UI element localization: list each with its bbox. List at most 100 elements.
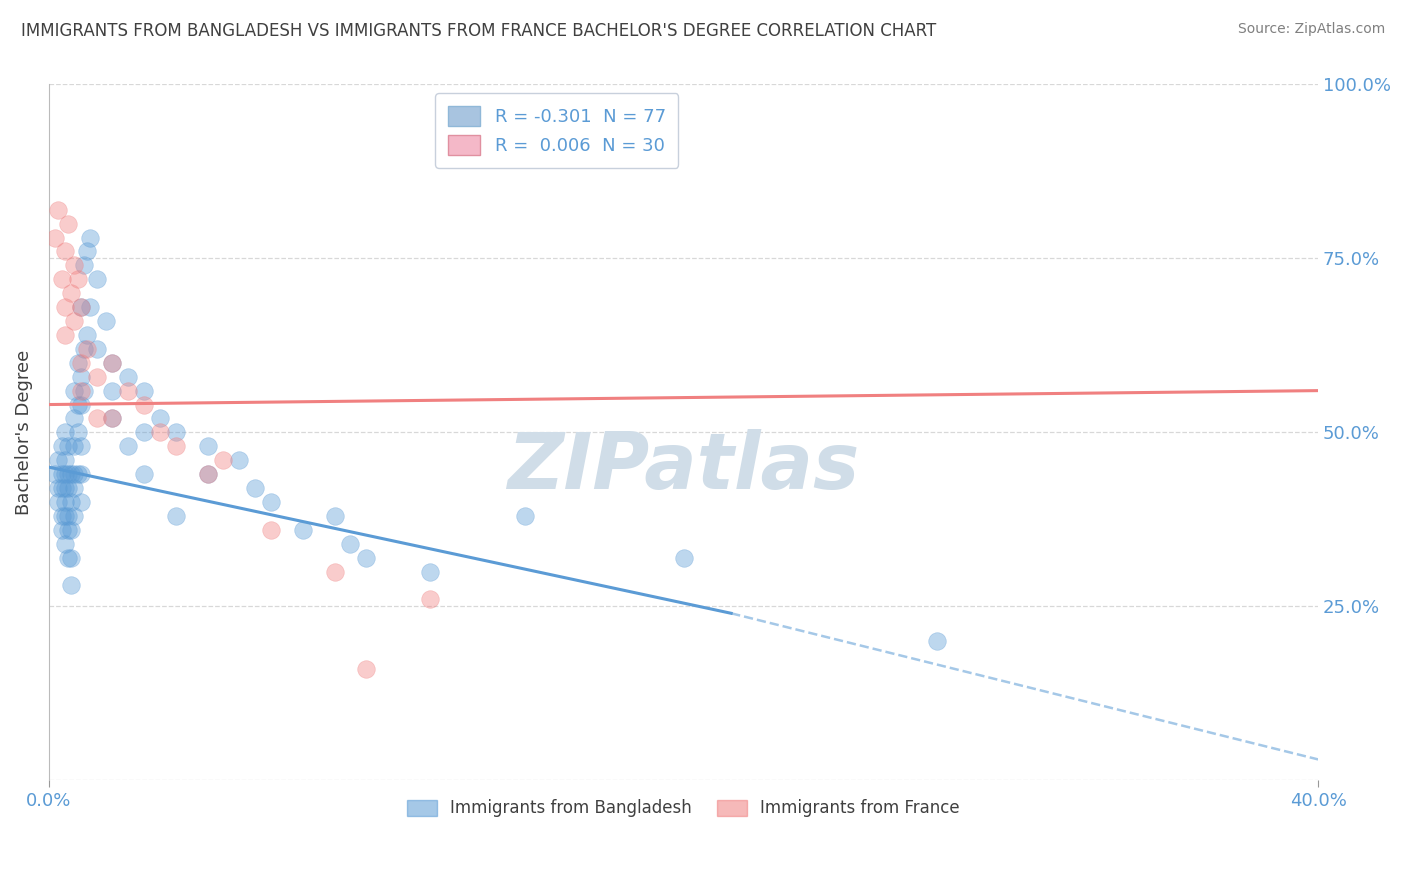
Legend: Immigrants from Bangladesh, Immigrants from France: Immigrants from Bangladesh, Immigrants f… [401, 793, 967, 824]
Point [56, 467, 79, 482]
Point [69, 300, 91, 314]
Point [56, 439, 79, 453]
Point [60, 578, 83, 592]
Point [51, 481, 73, 495]
Point [149, 425, 172, 440]
Point [86, 411, 108, 425]
Point [165, 439, 187, 453]
Point [63, 481, 86, 495]
Point [53, 425, 76, 440]
Point [291, 523, 314, 537]
Point [53, 508, 76, 523]
Point [63, 439, 86, 453]
Point [60, 286, 83, 301]
Point [69, 369, 91, 384]
Point [51, 508, 73, 523]
Point [53, 300, 76, 314]
Point [56, 508, 79, 523]
Point [51, 439, 73, 453]
Point [53, 537, 76, 551]
Point [63, 467, 86, 482]
Point [48, 453, 70, 467]
Point [63, 508, 86, 523]
Point [101, 356, 124, 370]
Point [212, 453, 235, 467]
Point [149, 411, 172, 425]
Point [69, 384, 91, 398]
Point [356, 662, 378, 676]
Point [323, 565, 346, 579]
Point [60, 495, 83, 509]
Point [69, 300, 91, 314]
Point [44, 230, 66, 244]
Point [101, 411, 124, 425]
Point [53, 467, 76, 482]
Point [66, 356, 89, 370]
Point [66, 272, 89, 286]
Text: IMMIGRANTS FROM BANGLADESH VS IMMIGRANTS FROM FRANCE BACHELOR'S DEGREE CORRELATI: IMMIGRANTS FROM BANGLADESH VS IMMIGRANTS… [21, 22, 936, 40]
Point [56, 481, 79, 495]
Point [672, 550, 695, 565]
Point [513, 508, 536, 523]
Point [60, 523, 83, 537]
Point [66, 467, 89, 482]
Point [66, 425, 89, 440]
Point [56, 523, 79, 537]
Point [260, 523, 283, 537]
Point [419, 592, 441, 607]
Point [66, 398, 89, 412]
Point [323, 508, 346, 523]
Text: Source: ZipAtlas.com: Source: ZipAtlas.com [1237, 22, 1385, 37]
Point [63, 258, 86, 272]
Point [245, 481, 267, 495]
Point [60, 467, 83, 482]
Point [165, 508, 187, 523]
Point [134, 398, 156, 412]
Point [260, 495, 283, 509]
Point [101, 356, 124, 370]
Point [197, 467, 219, 482]
Point [69, 439, 91, 453]
Point [79, 230, 101, 244]
Point [53, 244, 76, 259]
Point [134, 467, 156, 482]
Point [86, 369, 108, 384]
Text: ZIPatlas: ZIPatlas [508, 429, 859, 505]
Point [117, 384, 139, 398]
Point [86, 272, 108, 286]
Point [73, 342, 96, 356]
Point [86, 342, 108, 356]
Point [63, 314, 86, 328]
Point [94, 314, 117, 328]
Point [197, 467, 219, 482]
Point [53, 495, 76, 509]
Point [76, 244, 98, 259]
Point [69, 495, 91, 509]
Y-axis label: Bachelor's Degree: Bachelor's Degree [15, 350, 32, 515]
Point [56, 217, 79, 231]
Point [79, 300, 101, 314]
Point [63, 411, 86, 425]
Point [53, 328, 76, 343]
Point [927, 634, 949, 648]
Point [63, 384, 86, 398]
Point [51, 523, 73, 537]
Point [44, 467, 66, 482]
Point [197, 439, 219, 453]
Point [51, 272, 73, 286]
Point [69, 467, 91, 482]
Point [134, 384, 156, 398]
Point [73, 258, 96, 272]
Point [76, 328, 98, 343]
Point [60, 550, 83, 565]
Point [48, 202, 70, 217]
Point [69, 356, 91, 370]
Point [101, 411, 124, 425]
Point [101, 384, 124, 398]
Point [51, 467, 73, 482]
Point [513, 105, 536, 120]
Point [117, 439, 139, 453]
Point [356, 550, 378, 565]
Point [48, 495, 70, 509]
Point [419, 565, 441, 579]
